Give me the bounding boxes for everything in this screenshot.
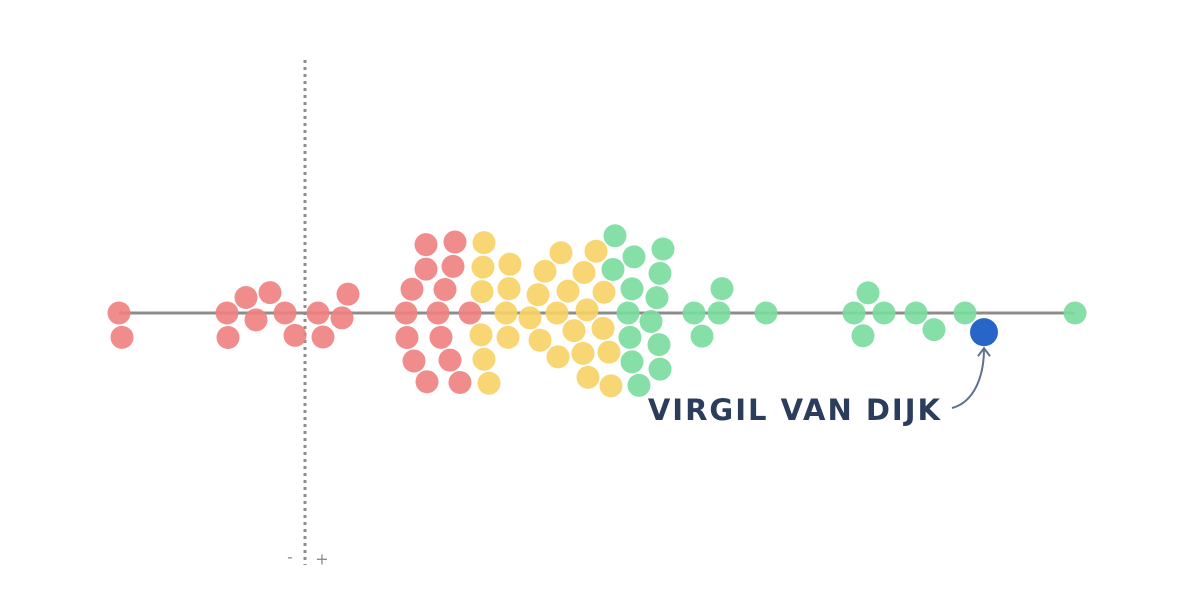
dot	[429, 325, 453, 349]
dot	[433, 278, 457, 302]
dot	[622, 245, 646, 269]
dot	[336, 282, 360, 306]
dot	[851, 324, 875, 348]
dot	[591, 316, 615, 340]
annotation-arrow	[951, 348, 985, 409]
dot	[584, 239, 608, 263]
dot	[647, 333, 671, 357]
dot	[754, 301, 778, 325]
dot	[639, 309, 663, 333]
dot	[215, 301, 239, 325]
dot	[576, 365, 600, 389]
dot	[526, 283, 550, 307]
dot	[311, 325, 335, 349]
dot	[426, 301, 450, 325]
dot	[618, 325, 642, 349]
dot	[472, 231, 496, 255]
dot	[562, 319, 586, 343]
dot	[597, 340, 621, 364]
dot	[110, 325, 134, 349]
dot	[441, 254, 465, 278]
dot	[414, 233, 438, 257]
dot	[415, 370, 439, 394]
dot	[470, 280, 494, 304]
dot	[620, 350, 644, 374]
dot	[273, 301, 297, 325]
dot	[603, 224, 627, 248]
zero-label-plus: +	[315, 550, 328, 569]
dot	[648, 357, 672, 381]
dot	[922, 318, 946, 342]
dot	[395, 325, 419, 349]
dot	[546, 345, 570, 369]
dot	[599, 374, 623, 398]
dot	[549, 241, 573, 265]
zero-label-minus: -	[287, 548, 293, 567]
dot	[533, 259, 557, 283]
dot	[620, 277, 644, 301]
dot	[477, 371, 501, 395]
dot	[394, 301, 418, 325]
dot	[904, 301, 928, 325]
dot	[258, 281, 282, 305]
dot	[856, 281, 880, 305]
dot	[842, 301, 866, 325]
dot	[645, 286, 669, 310]
dot	[216, 325, 240, 349]
dot	[494, 301, 518, 325]
dot	[234, 286, 258, 310]
dot	[575, 298, 599, 322]
dot	[627, 373, 651, 397]
annotation: VIRGIL VAN DIJK	[648, 393, 942, 427]
dot	[651, 237, 675, 261]
dot	[616, 301, 640, 325]
dot	[953, 301, 977, 325]
dot	[414, 257, 438, 281]
dot	[458, 301, 482, 325]
dot	[571, 341, 595, 365]
dot	[400, 277, 424, 301]
dot	[107, 301, 131, 325]
dot	[402, 349, 426, 373]
dot	[682, 301, 706, 325]
annotation-arrowhead	[977, 346, 991, 357]
dot	[710, 277, 734, 301]
dot	[498, 252, 522, 276]
dot	[306, 301, 330, 325]
dot	[1063, 301, 1087, 325]
dot	[496, 325, 520, 349]
dot	[528, 328, 552, 352]
dot	[330, 306, 354, 330]
dot	[872, 301, 896, 325]
dot	[497, 277, 521, 301]
dot	[438, 348, 462, 372]
dot	[448, 370, 472, 394]
dot	[707, 301, 731, 325]
dot	[690, 324, 714, 348]
dot	[283, 323, 307, 347]
dot	[648, 261, 672, 285]
dot	[472, 347, 496, 371]
dot	[592, 280, 616, 304]
dot	[601, 257, 625, 281]
dot	[471, 255, 495, 279]
dot	[518, 306, 542, 330]
dot	[244, 308, 268, 332]
dot	[545, 301, 569, 325]
dot	[443, 230, 467, 254]
dot	[572, 261, 596, 285]
highlight-dot	[970, 318, 998, 347]
dot	[469, 323, 493, 347]
dot	[556, 279, 580, 303]
